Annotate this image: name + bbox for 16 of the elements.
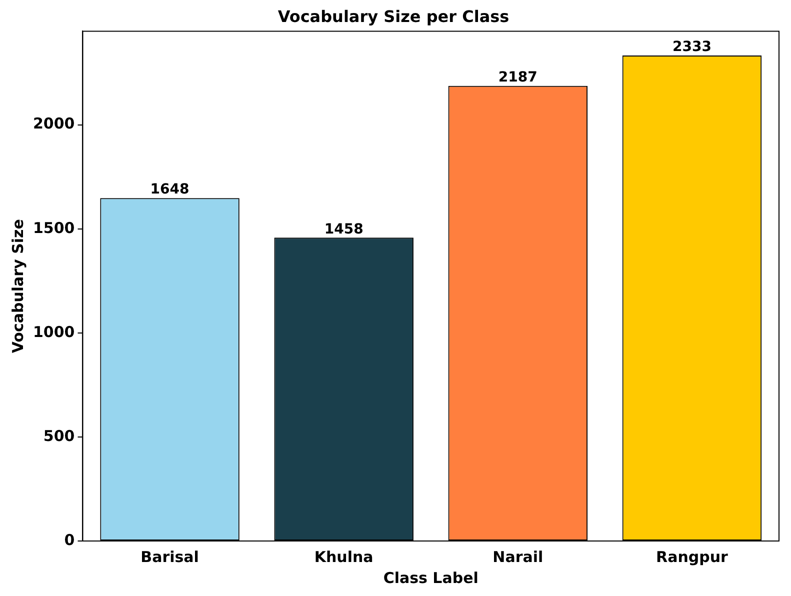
x-tick-label: Khulna (314, 548, 374, 566)
data-label: 2333 (672, 39, 712, 56)
y-tick-label: 1500 (33, 218, 75, 237)
y-tick-label: 1000 (33, 322, 75, 341)
y-axis-title: Vocabulary Size (8, 219, 27, 354)
x-tick-label: Rangpur (656, 548, 729, 566)
data-label: 1648 (150, 182, 190, 198)
y-tick-label: 2000 (33, 114, 75, 133)
x-axis-title: Class Label (383, 568, 478, 587)
chart-title: Vocabulary Size per Class (278, 6, 510, 26)
y-tick-label: 0 (64, 530, 75, 549)
x-tick-label: Narail (492, 548, 544, 566)
y-tick-label: 500 (43, 426, 75, 445)
data-label: 2187 (498, 70, 538, 86)
x-tick-label: Barisal (140, 548, 199, 566)
data-label: 1458 (324, 221, 364, 238)
